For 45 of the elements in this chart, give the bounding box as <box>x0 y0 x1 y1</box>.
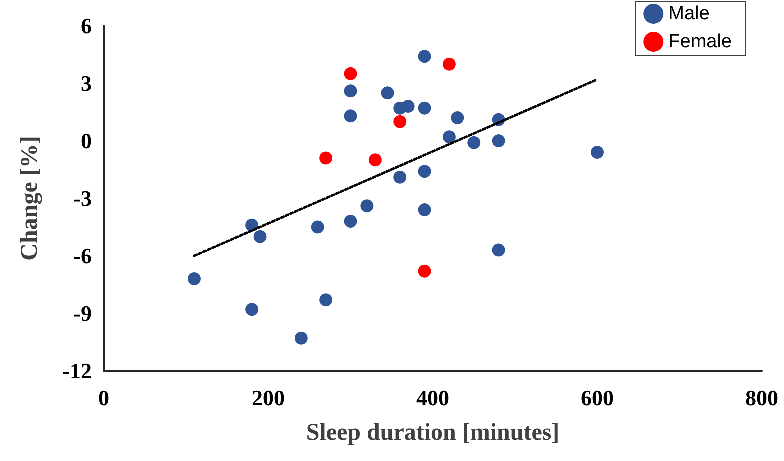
point <box>468 136 481 150</box>
point <box>381 86 394 100</box>
y-tick-label: -6 <box>74 244 92 268</box>
point <box>418 204 432 216</box>
point <box>418 165 432 178</box>
point <box>294 332 308 345</box>
point <box>418 264 432 278</box>
point <box>591 146 604 159</box>
y-tick-label: 3 <box>81 71 92 96</box>
point <box>320 152 333 165</box>
y-tick-label: 6 <box>81 14 92 38</box>
point <box>188 272 201 286</box>
y-tick-label: -3 <box>74 186 92 211</box>
y-tick-label: -9 <box>74 301 92 326</box>
point <box>246 303 259 316</box>
point <box>368 154 382 167</box>
point <box>418 102 432 115</box>
point <box>360 200 374 213</box>
x-tick-label: 600 <box>581 386 614 410</box>
point <box>344 84 358 98</box>
point <box>402 100 415 113</box>
point <box>442 58 456 71</box>
point <box>492 244 506 257</box>
point <box>394 170 407 184</box>
x-axis-title: Sleep duration [minutes] <box>306 420 560 446</box>
point <box>492 134 506 148</box>
point <box>394 115 407 128</box>
point <box>451 112 464 124</box>
x-tick-label: 400 <box>416 386 450 410</box>
point <box>311 220 324 234</box>
point <box>442 130 456 144</box>
legend-label: Male <box>668 4 710 24</box>
point <box>320 294 333 307</box>
point <box>418 50 432 64</box>
y-axis-title: Change [%] <box>17 136 43 261</box>
point <box>344 215 358 228</box>
y-tick-label: 0 <box>81 128 92 154</box>
point <box>254 230 267 244</box>
point <box>344 67 358 80</box>
legend-label: Female <box>668 32 732 52</box>
x-tick-label: 0 <box>98 386 110 410</box>
x-tick-label: 800 <box>746 386 778 410</box>
y-tick-label: -12 <box>62 358 92 384</box>
point <box>344 110 358 123</box>
x-tick-label: 200 <box>252 386 285 410</box>
